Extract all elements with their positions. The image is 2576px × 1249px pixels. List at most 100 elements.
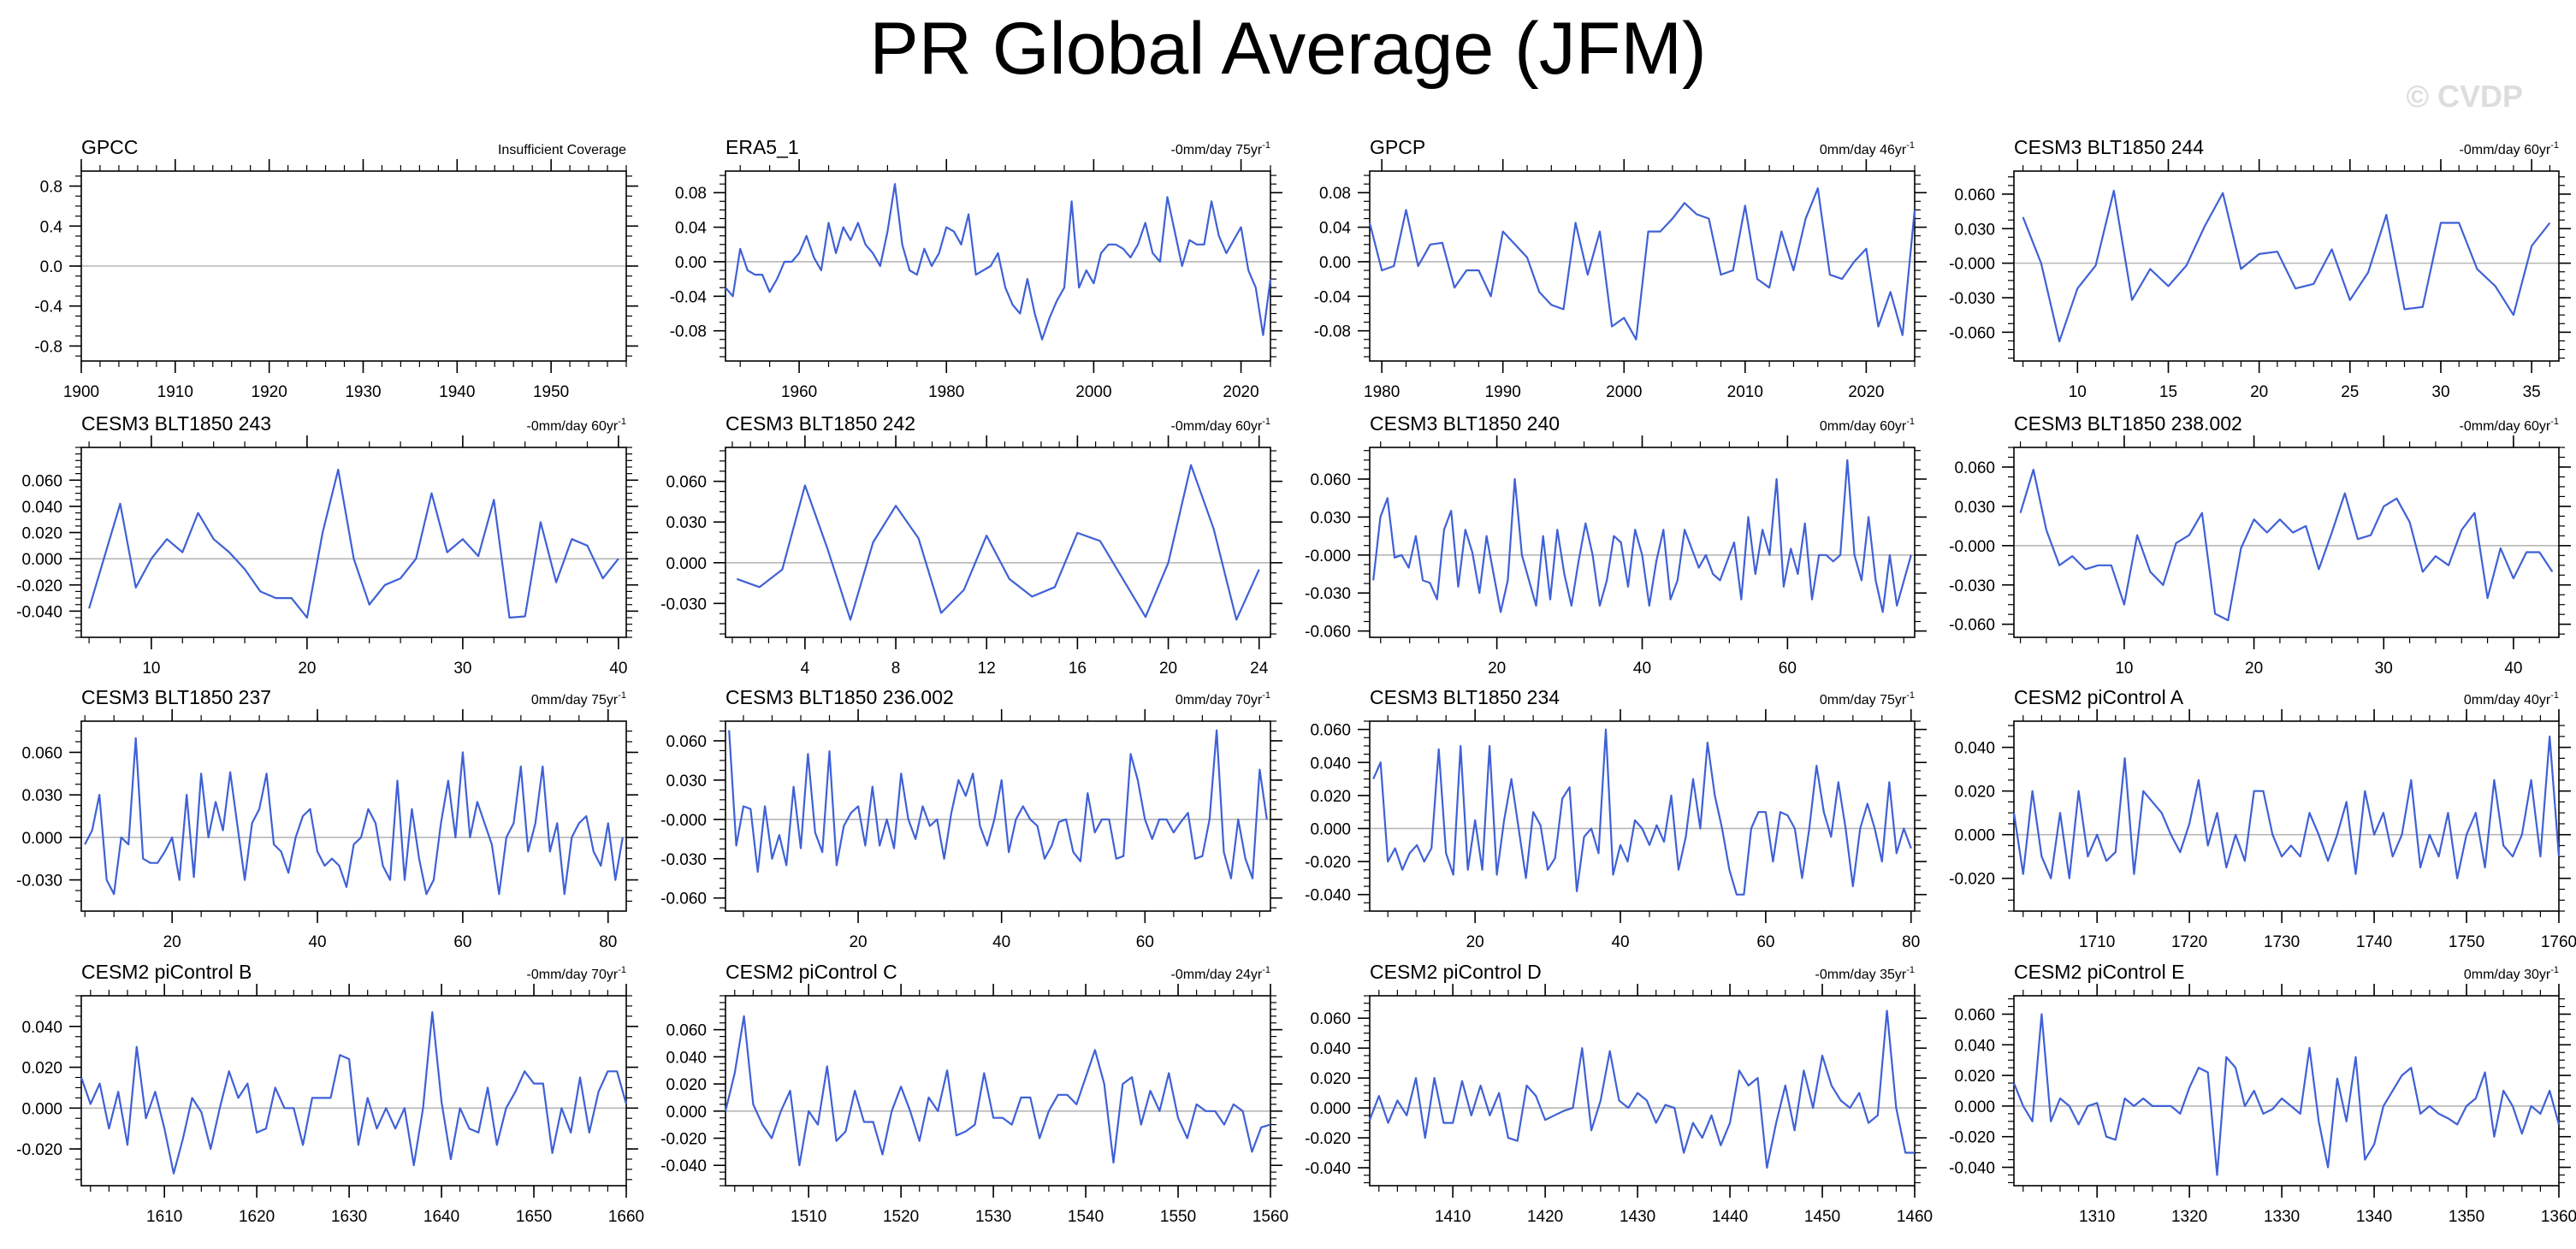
- series-line: [728, 729, 1268, 879]
- y-tick-label: 0.030: [1954, 221, 1995, 239]
- x-tick-label: 1360: [2541, 1208, 2576, 1226]
- x-tick-label: 10: [2115, 660, 2133, 678]
- y-tick-label: 0.030: [666, 514, 707, 532]
- chart-panel-11: 1710 1720 1730 1740 1750 1760 -0.020 0.000 0.020…: [1949, 686, 2576, 951]
- x-tick-label: 1550: [1160, 1208, 1196, 1226]
- panel-title: CESM2 piControl E: [2014, 961, 2184, 983]
- x-tick-label: 1330: [2264, 1208, 2300, 1226]
- trend-annotation-text: Insufficient Coverage: [498, 143, 626, 157]
- panel-title: CESM2 piControl B: [81, 961, 252, 983]
- x-tick-label: 1990: [1485, 383, 1521, 401]
- panel-title: GPCP: [1370, 136, 1425, 158]
- panel-title: CESM3 BLT1850 242: [725, 412, 915, 435]
- x-tick-label: 40: [1633, 660, 1651, 678]
- x-tick-label: 24: [1250, 660, 1269, 678]
- plot-frame: [725, 170, 1271, 362]
- x-tick-label: 10: [2069, 383, 2087, 401]
- x-tick-label: 1740: [2356, 933, 2392, 951]
- trend-annotation: 0mm/day 75yr-1: [531, 690, 626, 707]
- series-line: [724, 1015, 1271, 1167]
- x-tick-label: 20: [849, 933, 867, 951]
- y-tick-label: -0.060: [1305, 624, 1351, 642]
- x-tick-label: 15: [2159, 383, 2177, 401]
- panel-title: CESM3 BLT1850 236.002: [725, 686, 954, 708]
- x-tick-label: 1660: [608, 1208, 644, 1226]
- y-tick-label: -0.040: [16, 603, 62, 621]
- trend-annotation: -0mm/day 24yr-1: [1171, 965, 1270, 982]
- series-line: [736, 464, 1260, 621]
- y-tick-label: -0.08: [670, 323, 707, 341]
- chart-panel-5: 4 8 12 16 20 24 -0.030 0.000 0.030 0.060 CESM3 BLT…: [660, 412, 1282, 678]
- trend-annotation: Insufficient Coverage: [498, 143, 626, 157]
- x-tick-label: 1560: [1252, 1208, 1288, 1226]
- plot-frame: [1369, 447, 1916, 638]
- y-tick-label: 0.000: [666, 1104, 707, 1122]
- y-tick-label: 0.040: [21, 1019, 62, 1037]
- y-tick-label: 0.000: [21, 551, 62, 569]
- y-tick-label: 0.020: [1310, 788, 1351, 806]
- trend-annotation: 0mm/day 30yr-1: [2464, 965, 2559, 982]
- x-tick-label: 60: [1136, 933, 1154, 951]
- y-tick-label: 0.020: [666, 1076, 707, 1094]
- y-tick-label: 0.020: [1310, 1070, 1351, 1088]
- x-tick-label: 1510: [791, 1208, 826, 1226]
- x-tick-label: 1520: [883, 1208, 919, 1226]
- plot-frame: [80, 447, 627, 638]
- chart-panel-9: 20 40 60 -0.060 -0.030 -0.000 0.030 0.060 CESM3 …: [660, 686, 1282, 951]
- trend-annotation-sup: -1: [2550, 140, 2559, 151]
- y-tick-label: 0.040: [1310, 755, 1351, 772]
- y-tick-label: 0.030: [1310, 509, 1351, 527]
- plot-frame: [2013, 995, 2560, 1187]
- chart-panel-13: 1510 1520 1530 1540 1550 1560 -0.040 -0.020 0.00…: [660, 961, 1288, 1226]
- y-tick-label: 0.040: [1954, 740, 1995, 758]
- y-tick-label: -0.060: [1949, 324, 1995, 342]
- x-tick-label: 10: [142, 660, 160, 678]
- plot-frame: [1369, 170, 1916, 362]
- trend-annotation: -0mm/day 60yr-1: [1171, 417, 1270, 434]
- series-line: [1368, 187, 1916, 340]
- trend-annotation: -0mm/day 60yr-1: [2460, 140, 2559, 157]
- y-tick-label: -0.08: [1314, 323, 1351, 341]
- chart-panel-6: 20 40 60 -0.060 -0.030 -0.000 0.030 0.060 CESM3 …: [1305, 412, 1927, 678]
- series-line: [2012, 1013, 2561, 1176]
- trend-annotation-text: -0mm/day 75yr: [1171, 143, 1263, 157]
- x-tick-label: 1320: [2171, 1208, 2207, 1226]
- y-tick-label: 0.020: [21, 525, 62, 543]
- y-tick-label: 0.030: [21, 787, 62, 805]
- chart-panel-4: 10 20 30 40 -0.040 -0.020 0.000 0.020 0.040 0.060…: [16, 412, 638, 678]
- y-tick-label: 0.060: [1954, 459, 1995, 477]
- x-tick-label: 1950: [533, 383, 569, 401]
- y-tick-label: 0.020: [21, 1060, 62, 1078]
- y-tick-label: 0.040: [21, 499, 62, 517]
- y-tick-label: -0.04: [1314, 288, 1352, 306]
- series-line: [2022, 189, 2551, 343]
- x-tick-label: 80: [599, 933, 617, 951]
- y-tick-label: 0.030: [666, 772, 707, 790]
- panel-title: CESM3 BLT1850 244: [2014, 136, 2204, 158]
- x-tick-label: 30: [453, 660, 471, 678]
- trend-annotation-text: 0mm/day 70yr: [1175, 693, 1263, 707]
- plot-frame: [1369, 995, 1916, 1187]
- trend-annotation-text: -0mm/day 60yr: [2460, 419, 2551, 434]
- y-tick-label: -0.020: [16, 1141, 62, 1159]
- x-tick-label: 60: [1756, 933, 1774, 951]
- chart-panel-7: 10 20 30 40 -0.060 -0.030 -0.000 0.030 0.060 CESM…: [1949, 412, 2571, 678]
- panel-title: ERA5_1: [725, 136, 799, 158]
- trend-annotation-sup: -1: [1262, 690, 1270, 701]
- x-tick-label: 40: [308, 933, 326, 951]
- x-tick-label: 2000: [1606, 383, 1642, 401]
- x-tick-label: 30: [2431, 383, 2449, 401]
- x-tick-label: 20: [298, 660, 316, 678]
- trend-annotation-text: 0mm/day 30yr: [2464, 968, 2551, 982]
- y-tick-label: 0.020: [1954, 1068, 1995, 1086]
- series-line: [725, 183, 1272, 340]
- y-tick-label: 0.040: [666, 1049, 707, 1067]
- y-tick-label: -0.020: [16, 577, 62, 595]
- trend-annotation-sup: -1: [618, 690, 626, 701]
- x-tick-label: 1720: [2171, 933, 2207, 951]
- trend-annotation-sup: -1: [2550, 690, 2559, 701]
- chart-panel-15: 1310 1320 1330 1340 1350 1360 -0.040 -0.020 0.00…: [1949, 961, 2576, 1226]
- x-tick-label: 20: [163, 933, 181, 951]
- trend-annotation-sup: -1: [618, 965, 626, 975]
- chart-panel-8: 20 40 60 80 -0.030 0.000 0.030 0.060 CESM3 BLT18…: [16, 686, 638, 951]
